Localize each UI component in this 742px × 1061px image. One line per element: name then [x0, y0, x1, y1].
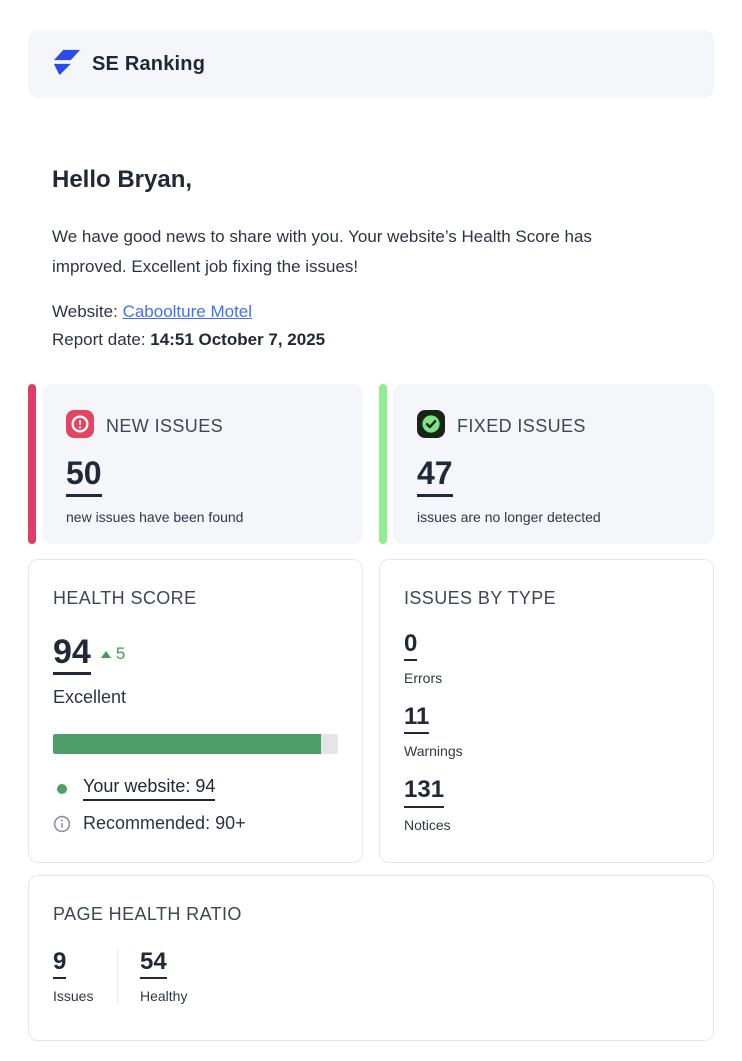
page-health-ratio-title: PAGE HEALTH RATIO: [53, 904, 242, 924]
vertical-divider: [117, 949, 118, 1005]
new-issues-caption: new issues have been found: [66, 508, 244, 525]
check-circle-icon: [417, 410, 445, 443]
issues-ratio-label: Issues: [53, 988, 94, 1005]
intro-section: Hello Bryan, We have good news to share …: [52, 166, 690, 354]
healthy-ratio-label: Healthy: [140, 988, 188, 1005]
se-ranking-lightning-icon: [52, 47, 82, 82]
alert-exclamation-icon: [66, 410, 94, 443]
brand-logo-link[interactable]: SE Ranking: [52, 47, 205, 82]
website-line: Website: Caboolture Motel: [52, 298, 690, 326]
fixed-issues-accent-bar: [379, 384, 387, 544]
new-issues-header: NEW ISSUES: [66, 410, 339, 443]
health-progress-fill: [53, 734, 321, 754]
report-meta: Website: Caboolture Motel Report date: 1…: [52, 298, 690, 354]
new-issues-card: NEW ISSUES 50 new issues have been found: [28, 384, 363, 544]
warnings-count-link[interactable]: 11: [404, 704, 430, 735]
issues-ratio-count-link[interactable]: 9: [53, 949, 67, 980]
health-score-status: Excellent: [53, 687, 127, 707]
your-website-link[interactable]: Your website: 94: [83, 776, 216, 801]
errors-label: Errors: [404, 670, 443, 687]
intro-message: We have good news to share with you. You…: [52, 227, 592, 276]
issues-ratio-item: 9 Issues: [53, 949, 117, 1004]
new-issues-accent-bar: [28, 384, 36, 544]
new-issues-title: NEW ISSUES: [106, 416, 224, 436]
fixed-issues-title: FIXED ISSUES: [457, 416, 586, 436]
healthy-ratio-count-link[interactable]: 54: [140, 949, 167, 980]
new-issues-count-link[interactable]: 50: [66, 456, 102, 497]
legend-your-website-row: Your website: 94: [53, 776, 338, 801]
errors-count-link[interactable]: 0: [404, 631, 418, 662]
website-label: Website:: [52, 302, 118, 321]
info-icon: [53, 815, 71, 833]
health-score-progress-track: [53, 734, 338, 754]
brand-name: SE Ranking: [92, 52, 206, 75]
fixed-issues-caption: issues are no longer detected: [417, 508, 601, 525]
legend-recommended-row: Recommended: 90+: [53, 813, 338, 834]
health-score-delta: 5: [100, 644, 126, 664]
new-issues-count-wrap: 50: [66, 456, 339, 497]
health-score-line: 94 5: [53, 635, 338, 675]
healthy-ratio-item: 54 Healthy: [118, 949, 187, 1004]
page-health-ratio-card: PAGE HEALTH RATIO 9 Issues 54 Healthy: [28, 875, 714, 1042]
notices-label: Notices: [404, 816, 451, 833]
issues-by-type-card: ISSUES BY TYPE 0 Errors 11 Warnings 131 …: [379, 559, 714, 863]
email-page: SE Ranking Hello Bryan, We have good new…: [0, 30, 742, 1061]
notices-item: 131 Notices: [404, 777, 689, 833]
fixed-issues-header: FIXED ISSUES: [417, 410, 690, 443]
green-dot-icon: [57, 783, 67, 794]
report-date-label: Report date:: [52, 330, 146, 349]
recommended-text: Recommended: 90+: [83, 813, 246, 833]
fixed-issues-card-body: FIXED ISSUES 47 issues are no longer det…: [393, 384, 714, 544]
page-health-ratio-columns: 9 Issues 54 Healthy: [53, 949, 689, 1005]
health-score-legend: Your website: 94 Recommended: 90+: [53, 776, 338, 834]
health-score-value-link[interactable]: 94: [53, 635, 91, 675]
warnings-label: Warnings: [404, 743, 463, 760]
health-score-card: HEALTH SCORE 94 5 Excellent Your website…: [28, 559, 363, 863]
issues-by-type-title: ISSUES BY TYPE: [404, 588, 556, 608]
health-score-delta-value: 5: [115, 644, 126, 663]
report-date-line: Report date: 14:51 October 7, 2025: [52, 326, 690, 354]
issues-summary-row: NEW ISSUES 50 new issues have been found: [28, 384, 714, 544]
errors-item: 0 Errors: [404, 631, 689, 686]
greeting-text: Hello Bryan,: [52, 166, 193, 193]
warnings-item: 11 Warnings: [404, 704, 689, 759]
arrow-up-icon: [100, 650, 111, 658]
email-header: SE Ranking: [28, 30, 714, 98]
fixed-issues-count-link[interactable]: 47: [417, 456, 453, 497]
notices-count-link[interactable]: 131: [404, 777, 445, 808]
website-link[interactable]: Caboolture Motel: [122, 302, 253, 321]
fixed-issues-card: FIXED ISSUES 47 issues are no longer det…: [379, 384, 714, 544]
report-date-value: 14:51 October 7, 2025: [150, 330, 326, 349]
new-issues-card-body: NEW ISSUES 50 new issues have been found: [42, 384, 363, 544]
details-row: HEALTH SCORE 94 5 Excellent Your website…: [28, 559, 714, 863]
health-score-title: HEALTH SCORE: [53, 588, 197, 608]
page-health-ratio-row: PAGE HEALTH RATIO 9 Issues 54 Healthy: [28, 875, 714, 1042]
fixed-issues-count-wrap: 47: [417, 456, 690, 497]
